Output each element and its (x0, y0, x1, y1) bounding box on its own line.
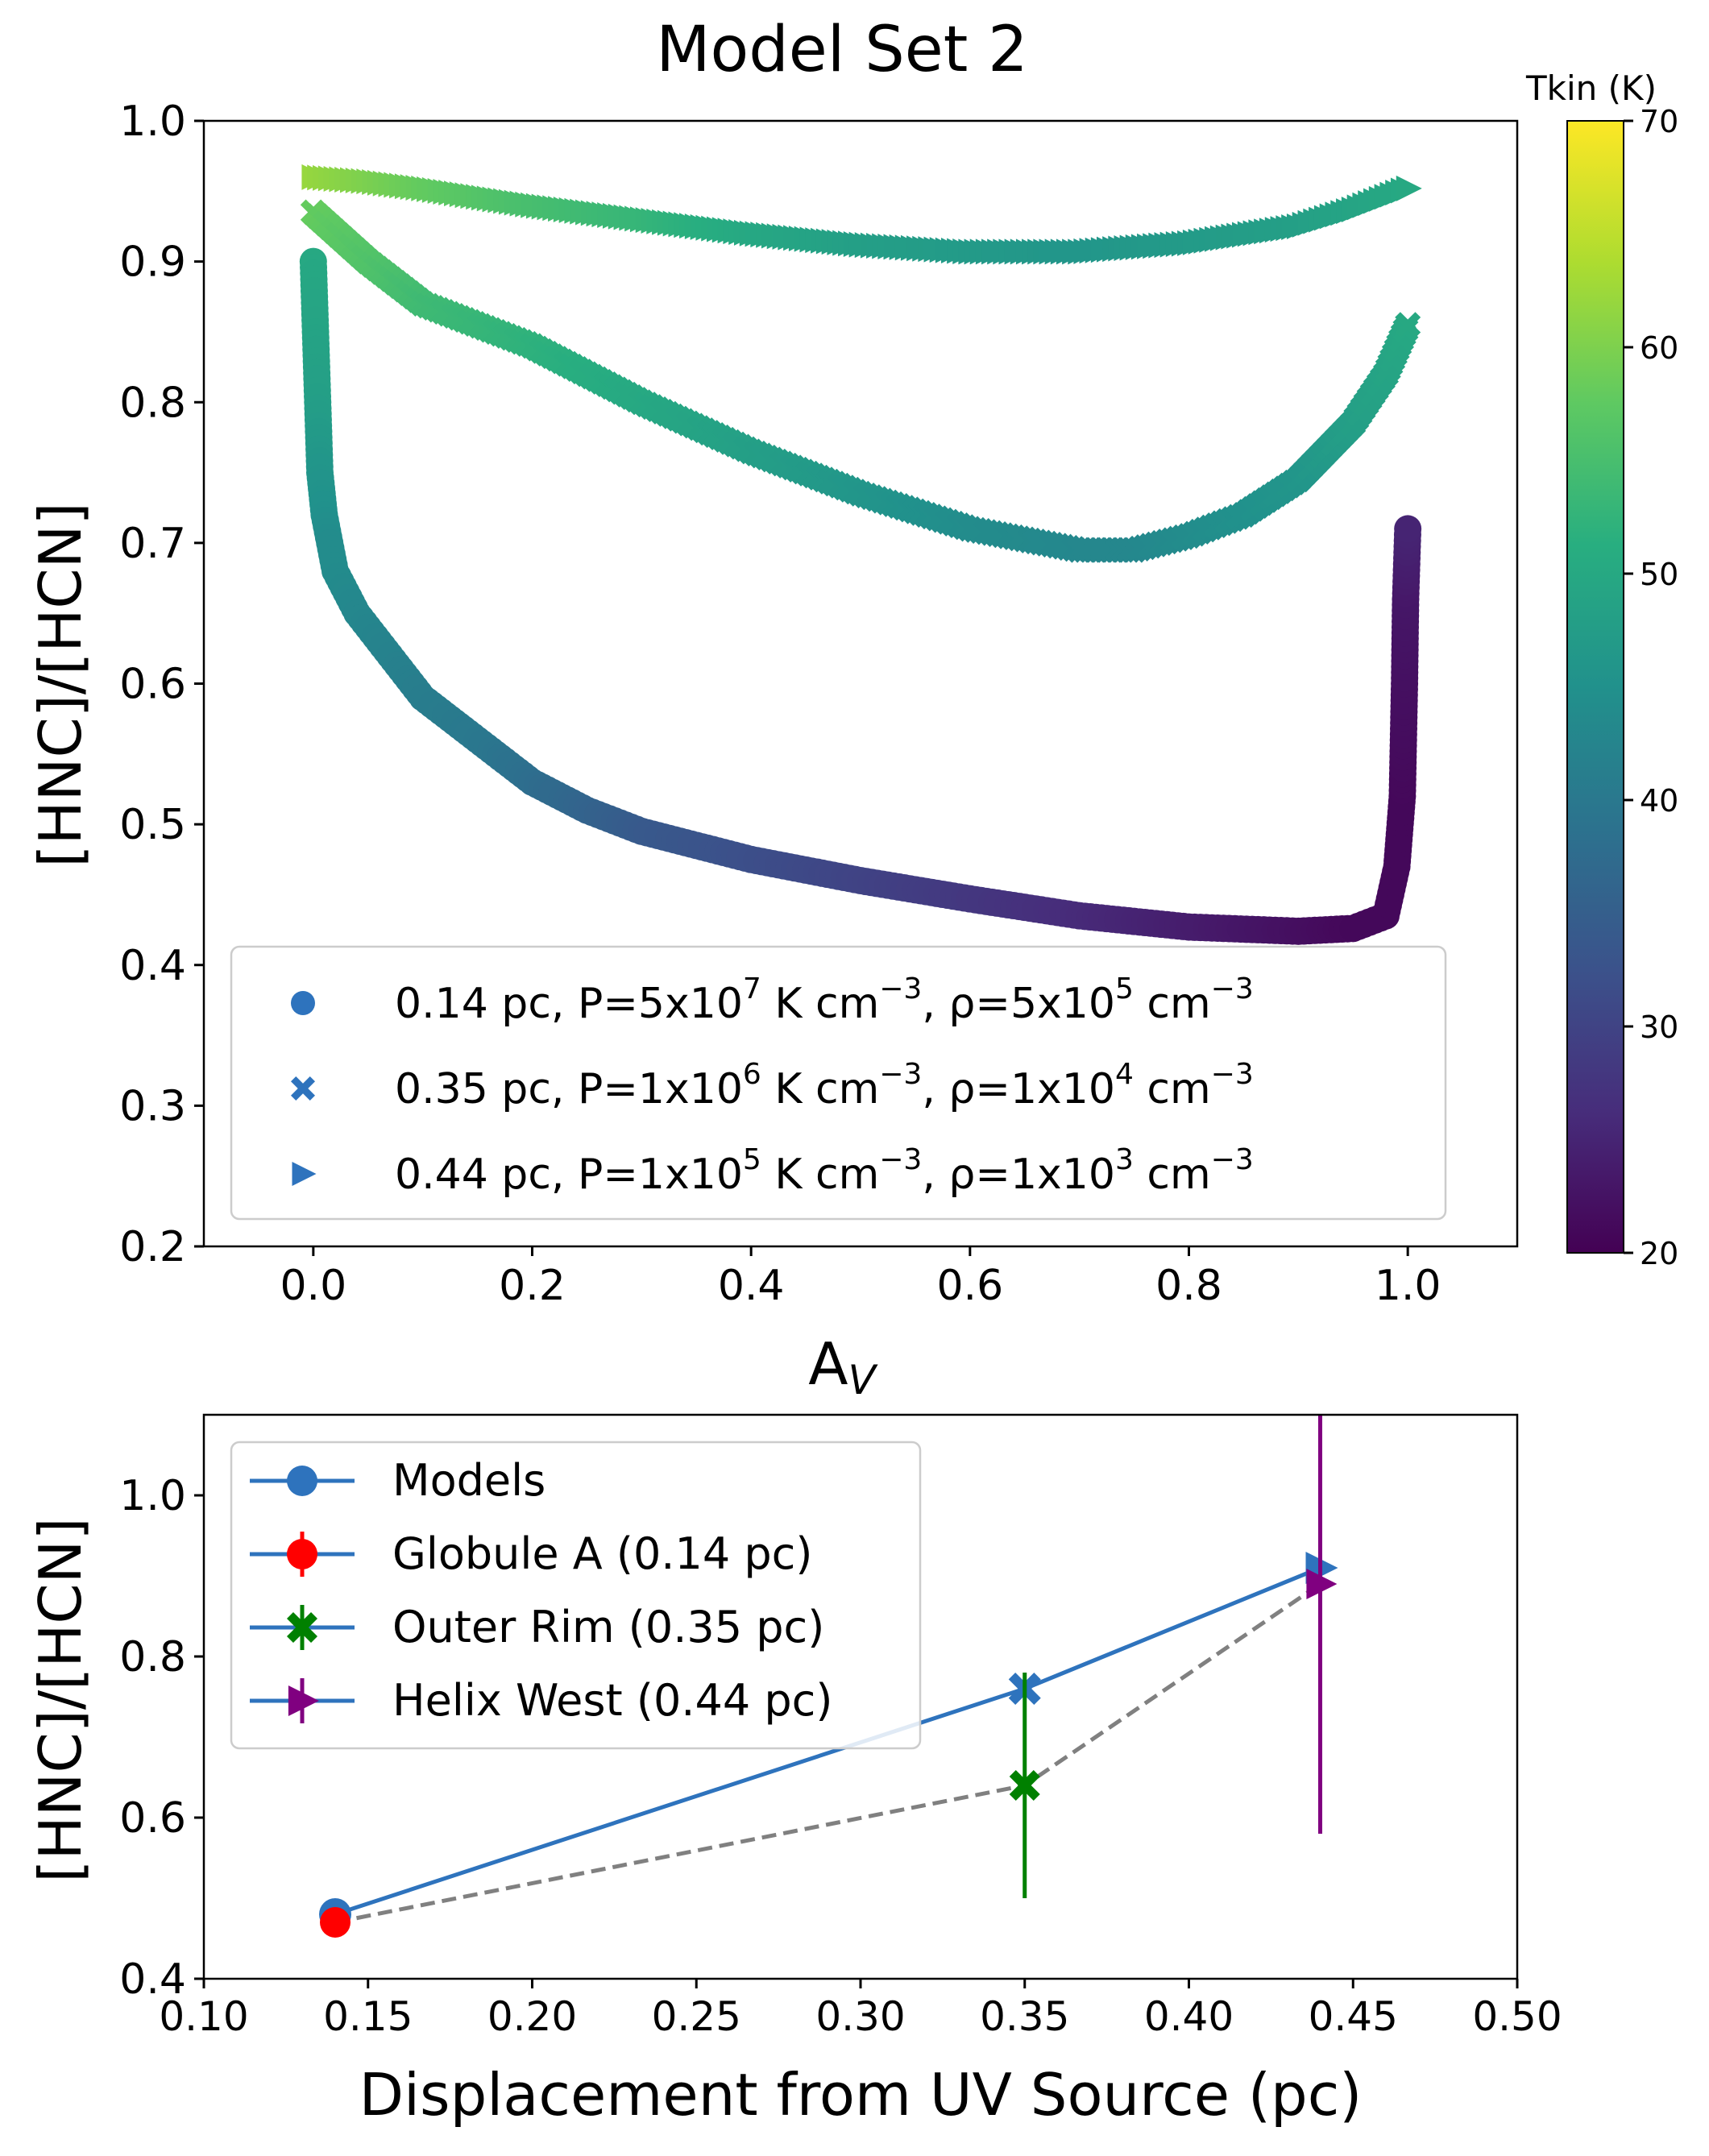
bottom-x-tick-label: 0.50 (1472, 1993, 1562, 2040)
bottom-x-axis-label: Displacement from UV Source (pc) (359, 2061, 1363, 2129)
colorbar-tick-label: 20 (1640, 1236, 1678, 1271)
legend-marker-triangle-right (288, 1685, 319, 1716)
legend-marker-x (287, 1612, 317, 1643)
bottom-x-tick-label: 0.30 (815, 1993, 905, 2040)
bottom-series-layer (319, 1415, 1338, 1938)
legend-label: Helix West (0.44 pc) (392, 1675, 832, 1726)
colorbar-tick-label: 50 (1640, 557, 1678, 592)
bottom-y-tick-label: 0.6 (119, 1794, 186, 1843)
top-y-axis-label: [HNC]/[HCN] (27, 502, 94, 867)
top-y-tick-label: 0.3 (119, 1082, 186, 1130)
top-x-tick-label: 0.4 (718, 1262, 785, 1310)
legend-label: Globule A (0.14 pc) (392, 1528, 812, 1579)
top-x-tick-label: 1.0 (1375, 1262, 1441, 1310)
legend-marker-circle (291, 991, 315, 1015)
bottom-legend-box (230, 1441, 922, 1750)
top-y-tick-label: 0.6 (119, 661, 186, 709)
bottom-x-tick-label: 0.45 (1309, 1993, 1398, 2040)
legend-marker-x (291, 1076, 315, 1101)
colorbar-tick-label: 40 (1640, 783, 1678, 819)
top-y-tick-label: 0.5 (119, 801, 186, 849)
bottom-x-tick-label: 0.40 (1144, 1993, 1234, 2040)
colorbar-label: Tkin (K) (1525, 68, 1657, 108)
bottom-x-tick-label: 0.25 (652, 1993, 741, 2040)
bottom-legend-items: Models Globule A (0.14 pc) Outer Rim (0.35… (250, 1455, 832, 1726)
observation-point (1009, 1770, 1040, 1801)
top-x-tick-label: 0.2 (499, 1262, 566, 1310)
colorbar-ticks: 20 30 40 50 60 70 (1624, 104, 1678, 1271)
legend-label: Models (392, 1455, 545, 1506)
top-y-tick-label: 0.8 (119, 379, 186, 427)
colorbar-tick-label: 70 (1640, 104, 1678, 139)
top-y-axis: 0.2 0.3 0.4 0.5 0.6 0.7 0.8 0.9 1.0 (119, 97, 204, 1271)
bottom-x-tick-label: 0.35 (980, 1993, 1069, 2040)
top-y-tick-label: 0.4 (119, 942, 186, 990)
top-x-tick-label: 0.8 (1155, 1262, 1222, 1310)
legend-marker-circle (287, 1466, 317, 1496)
top-series-layer (299, 164, 1422, 945)
colorbar-gradient (1566, 120, 1624, 1254)
bottom-y-axis: 0.4 0.6 0.8 1.0 (119, 1472, 204, 2004)
top-chart: 0.0 0.2 0.4 0.6 0.8 1.0 0.2 0.3 0.4 0.5 0.6 0.7 0.8… (27, 97, 1519, 1403)
top-x-tick-label: 0.0 (280, 1262, 346, 1310)
top-y-tick-label: 0.2 (119, 1223, 186, 1271)
data-point (1394, 515, 1422, 543)
bottom-x-axis: 0.10 0.15 0.20 0.25 0.30 0.35 0.40 0.45 0.50 (159, 1979, 1562, 2040)
legend-label: 0.35 pc, P=1x106 K cm−3, ρ=1x104 cm−3 (395, 1058, 1254, 1113)
top-y-tick-label: 0.7 (119, 520, 186, 568)
bottom-chart: 0.10 0.15 0.20 0.25 0.30 0.35 0.40 0.45 0.50 0.4… (27, 1413, 1562, 2129)
data-point (1396, 175, 1422, 201)
top-x-tick-label: 0.6 (936, 1262, 1003, 1310)
legend-marker-circle (287, 1539, 317, 1569)
colorbar-tick-label: 30 (1640, 1010, 1678, 1045)
figure-title: Model Set 2 (656, 14, 1028, 86)
bottom-x-tick-label: 0.10 (159, 1993, 248, 2040)
data-point (1395, 312, 1421, 338)
top-y-tick-label: 0.9 (119, 238, 186, 287)
top-y-tick-label: 1.0 (119, 97, 186, 146)
legend-label: 0.14 pc, P=5x107 K cm−3, ρ=5x105 cm−3 (395, 972, 1254, 1028)
bottom-y-axis-label: [HNC]/[HCN] (27, 1517, 94, 1882)
series-0.44-pc (301, 164, 1422, 265)
bottom-legend: Models Globule A (0.14 pc) Outer Rim (0.35… (230, 1441, 922, 1750)
colorbar-tick-label: 60 (1640, 330, 1678, 366)
observation-point (1306, 1569, 1338, 1599)
series-0.35-pc (300, 199, 1421, 563)
top-legend: 0.14 pc, P=5x107 K cm−3, ρ=5x105 cm−3 0.3… (230, 945, 1447, 1221)
legend-label: Outer Rim (0.35 pc) (392, 1602, 824, 1652)
bottom-y-tick-label: 1.0 (119, 1472, 186, 1520)
top-x-axis-label: AV (808, 1330, 878, 1403)
top-legend-box (230, 945, 1447, 1221)
bottom-y-tick-label: 0.8 (119, 1633, 186, 1681)
series-0.14-pc (299, 247, 1422, 945)
legend-marker-triangle-right (292, 1162, 317, 1186)
colorbar: Tkin (K) 20 30 40 50 60 70 (1525, 68, 1678, 1271)
bottom-y-tick-label: 0.4 (119, 1955, 186, 2004)
bottom-x-tick-label: 0.20 (487, 1993, 577, 2040)
top-x-axis: 0.0 0.2 0.4 0.6 0.8 1.0 (280, 1246, 1441, 1310)
bottom-x-tick-label: 0.15 (323, 1993, 413, 2040)
observation-point (320, 1907, 351, 1938)
legend-label: 0.44 pc, P=1x105 K cm−3, ρ=1x103 cm−3 (395, 1143, 1254, 1199)
top-legend-items: 0.14 pc, P=5x107 K cm−3, ρ=5x105 cm−3 0.3… (291, 972, 1254, 1199)
